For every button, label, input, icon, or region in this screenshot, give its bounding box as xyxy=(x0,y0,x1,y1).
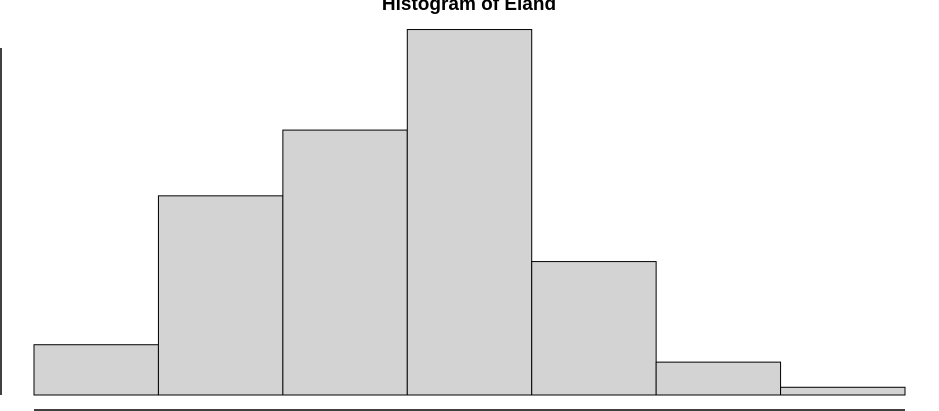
histogram-bar-5 xyxy=(531,261,657,396)
histogram-bar-2 xyxy=(157,195,284,396)
histogram-bar-4 xyxy=(406,29,533,396)
chart-title: Histogram of Eland xyxy=(382,0,556,15)
bars-group xyxy=(33,29,906,396)
histogram-bar-3 xyxy=(282,129,408,396)
histogram-bar-1 xyxy=(33,344,159,396)
histogram-bar-6 xyxy=(655,361,782,396)
histogram-bar-7 xyxy=(780,386,906,396)
